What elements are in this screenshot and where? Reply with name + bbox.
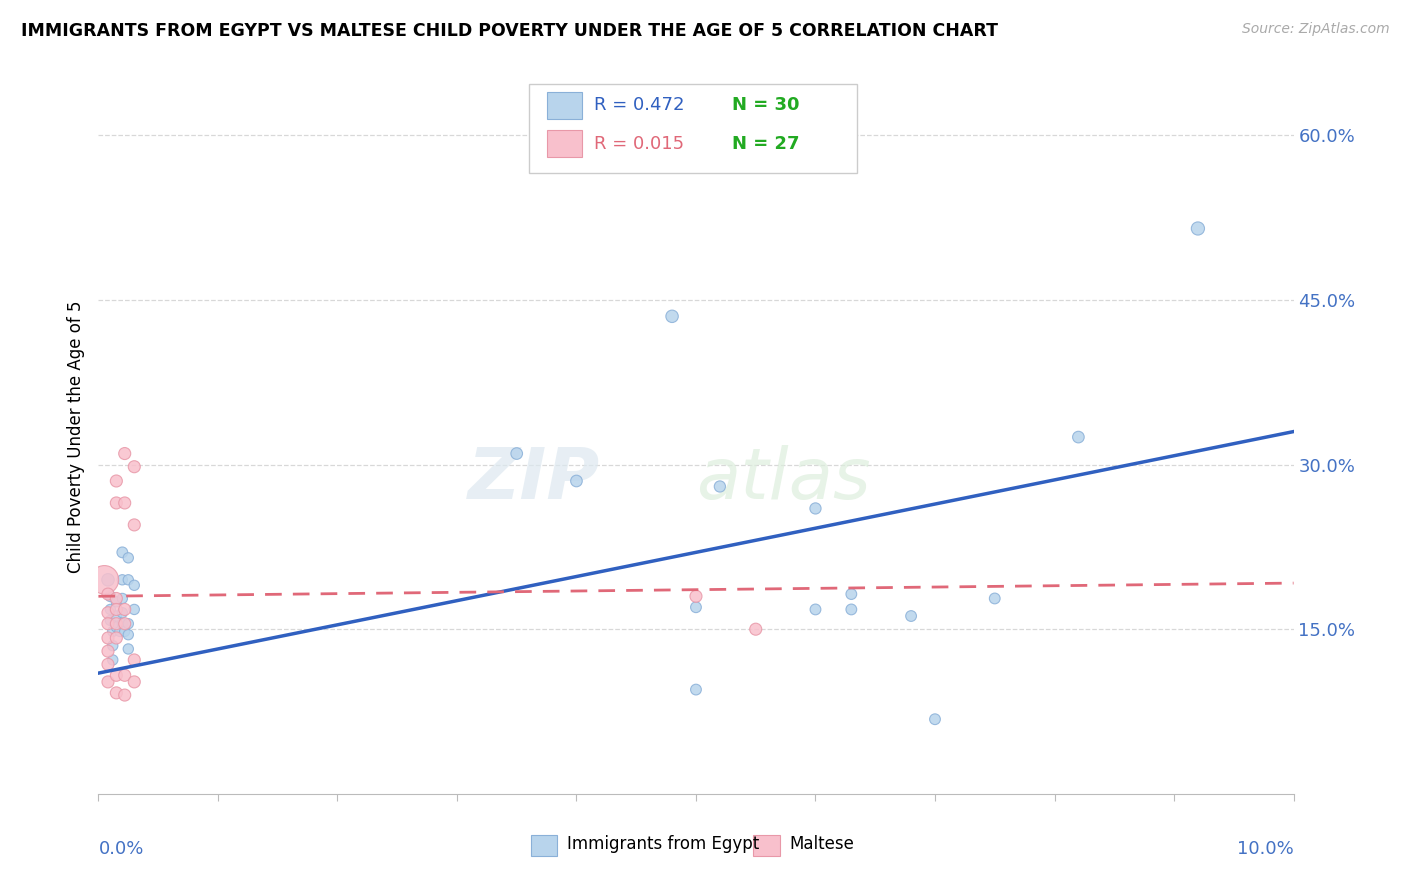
Point bbox=[97, 616, 120, 631]
Point bbox=[124, 674, 146, 689]
Point bbox=[685, 600, 707, 615]
Point bbox=[97, 674, 120, 689]
Point bbox=[98, 614, 122, 628]
Text: Source: ZipAtlas.com: Source: ZipAtlas.com bbox=[1241, 22, 1389, 37]
Point bbox=[841, 602, 863, 616]
Point bbox=[98, 589, 122, 603]
Point bbox=[124, 578, 146, 592]
Bar bbox=[754, 835, 780, 856]
Text: 10.0%: 10.0% bbox=[1237, 840, 1294, 858]
Point bbox=[105, 616, 128, 631]
Point bbox=[108, 624, 131, 639]
Text: atlas: atlas bbox=[696, 445, 870, 515]
Point bbox=[841, 587, 863, 601]
Point bbox=[93, 573, 115, 587]
Text: IMMIGRANTS FROM EGYPT VS MALTESE CHILD POVERTY UNDER THE AGE OF 5 CORRELATION CH: IMMIGRANTS FROM EGYPT VS MALTESE CHILD P… bbox=[21, 22, 998, 40]
Point bbox=[105, 686, 128, 700]
Point bbox=[105, 595, 128, 609]
Text: Maltese: Maltese bbox=[789, 835, 853, 853]
Point bbox=[124, 517, 146, 532]
Point bbox=[114, 446, 136, 460]
Point bbox=[114, 496, 136, 510]
Y-axis label: Child Poverty Under the Age of 5: Child Poverty Under the Age of 5 bbox=[66, 301, 84, 574]
Bar bbox=[547, 130, 582, 157]
Point bbox=[114, 688, 136, 702]
Point bbox=[111, 616, 134, 631]
Point bbox=[101, 624, 124, 639]
Point bbox=[984, 591, 1007, 606]
Point bbox=[685, 682, 707, 697]
Point bbox=[117, 616, 139, 631]
Point bbox=[117, 573, 139, 587]
Text: N = 30: N = 30 bbox=[733, 96, 800, 114]
Point bbox=[101, 639, 124, 653]
Point bbox=[900, 609, 922, 624]
Point bbox=[97, 606, 120, 620]
Text: ZIP: ZIP bbox=[468, 445, 600, 515]
Point bbox=[101, 653, 124, 667]
FancyBboxPatch shape bbox=[529, 84, 858, 173]
Point bbox=[124, 459, 146, 474]
Point bbox=[97, 587, 120, 601]
Point bbox=[105, 474, 128, 488]
Point bbox=[804, 602, 827, 616]
Point bbox=[506, 446, 529, 460]
Point bbox=[105, 591, 128, 606]
Point bbox=[111, 545, 134, 559]
Point bbox=[105, 631, 128, 645]
Point bbox=[745, 622, 768, 636]
Point bbox=[1187, 221, 1209, 235]
Point bbox=[105, 620, 128, 634]
Point bbox=[565, 474, 588, 488]
Point bbox=[111, 606, 134, 620]
Point bbox=[117, 550, 139, 565]
Point bbox=[117, 642, 139, 657]
Point bbox=[661, 310, 683, 324]
Text: 0.0%: 0.0% bbox=[98, 840, 143, 858]
Point bbox=[105, 602, 128, 616]
Bar bbox=[547, 92, 582, 119]
Bar bbox=[531, 835, 557, 856]
Point bbox=[114, 668, 136, 682]
Point bbox=[105, 609, 128, 624]
Point bbox=[124, 602, 146, 616]
Point bbox=[114, 616, 136, 631]
Point bbox=[114, 602, 136, 616]
Point bbox=[97, 657, 120, 672]
Point bbox=[124, 653, 146, 667]
Point bbox=[1067, 430, 1090, 444]
Text: R = 0.015: R = 0.015 bbox=[595, 135, 685, 153]
Point bbox=[924, 712, 946, 726]
Point bbox=[97, 631, 120, 645]
Text: Immigrants from Egypt: Immigrants from Egypt bbox=[567, 835, 759, 853]
Point bbox=[105, 496, 128, 510]
Point bbox=[111, 573, 134, 587]
Point bbox=[111, 591, 134, 606]
Point bbox=[804, 501, 827, 516]
Point bbox=[97, 644, 120, 658]
Point bbox=[114, 624, 136, 639]
Point bbox=[105, 668, 128, 682]
Point bbox=[685, 589, 707, 603]
Text: R = 0.472: R = 0.472 bbox=[595, 96, 685, 114]
Point bbox=[709, 479, 731, 493]
Point bbox=[117, 628, 139, 642]
Point bbox=[98, 602, 122, 616]
Point bbox=[97, 573, 120, 587]
Text: N = 27: N = 27 bbox=[733, 135, 800, 153]
